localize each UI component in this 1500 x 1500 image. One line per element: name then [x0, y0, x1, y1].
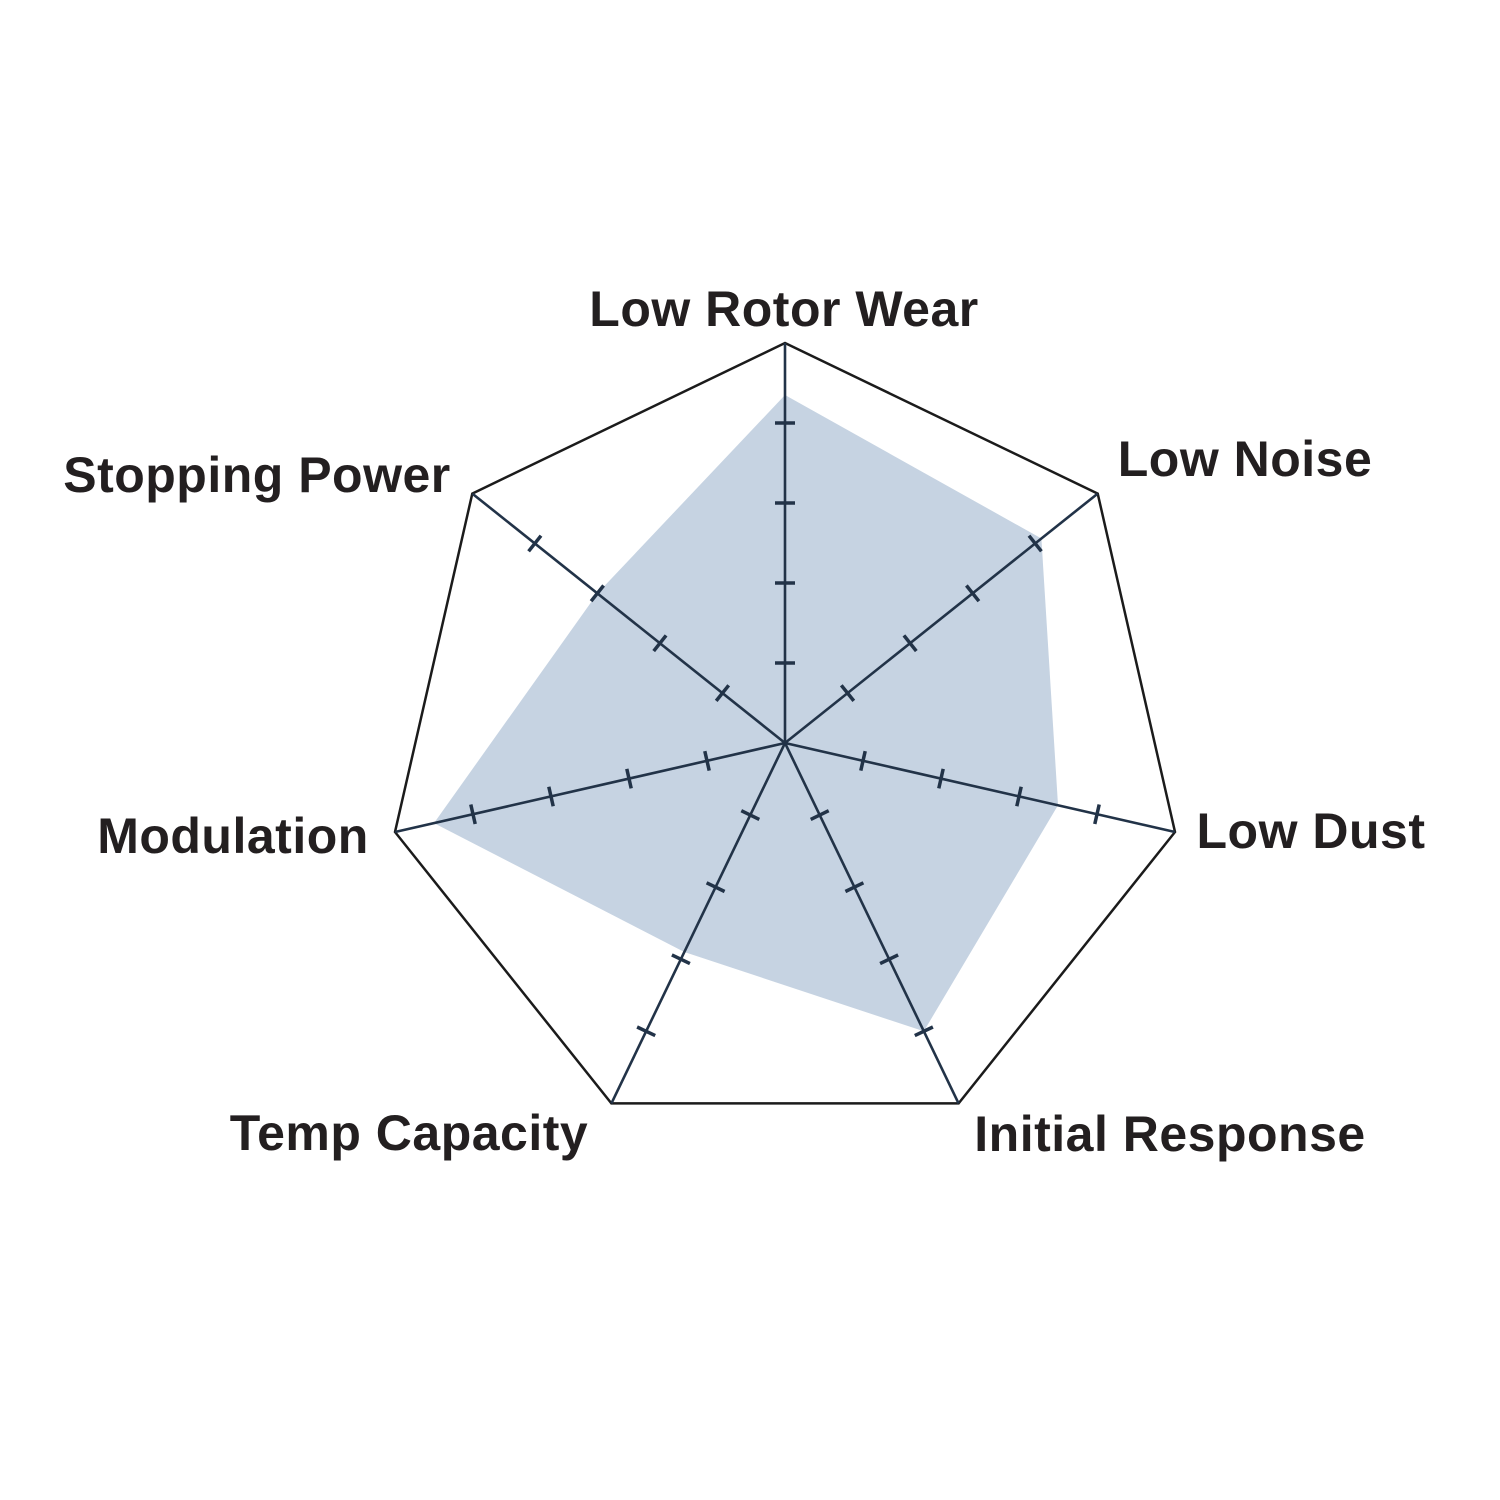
tick-mark	[809, 809, 830, 821]
tick-mark	[859, 750, 867, 771]
tick-mark	[937, 768, 945, 789]
tick-mark	[844, 881, 865, 894]
tick-mark	[902, 634, 918, 653]
tick-mark	[625, 768, 633, 789]
grid-outline	[393, 341, 1177, 1105]
tick-mark	[1015, 786, 1023, 807]
tick-mark	[714, 684, 731, 702]
radar-grid	[393, 341, 1177, 1105]
tick-mark	[914, 1025, 934, 1038]
axis-line	[784, 492, 1099, 745]
axis-label-initial-response: Initial Response	[974, 1106, 1365, 1162]
tick-mark	[879, 953, 899, 966]
tick-mark	[740, 809, 761, 821]
axis-line	[394, 741, 786, 834]
axis-label-modulation: Modulation	[97, 808, 369, 864]
tick-mark	[469, 804, 477, 825]
tick-mark	[705, 881, 726, 894]
radar-axes	[394, 343, 1176, 1104]
axis-line	[783, 742, 960, 1104]
tick-mark	[965, 584, 981, 603]
axis-line	[471, 492, 786, 745]
tick-mark	[671, 953, 691, 966]
tick-mark	[652, 634, 668, 653]
axis-line	[784, 741, 1176, 834]
axis-label-low-rotor-wear: Low Rotor Wear	[589, 281, 978, 337]
axis-line	[610, 742, 787, 1104]
tick-mark	[589, 584, 605, 603]
radar-ticks	[469, 421, 1101, 1038]
tick-mark	[1093, 804, 1101, 825]
tick-mark	[703, 750, 711, 771]
radar-axis-labels: Low Rotor Wear Low Noise Low Dust Initia…	[63, 281, 1425, 1162]
axis-label-stopping-power: Stopping Power	[63, 447, 451, 503]
tick-mark	[839, 684, 856, 702]
tick-mark	[527, 534, 543, 553]
tick-mark	[1027, 534, 1043, 553]
axis-label-low-noise: Low Noise	[1118, 431, 1373, 487]
axis-label-low-dust: Low Dust	[1197, 803, 1426, 859]
axis-label-temp-capacity: Temp Capacity	[230, 1105, 588, 1161]
tick-mark	[547, 786, 555, 807]
tick-mark	[636, 1025, 656, 1038]
